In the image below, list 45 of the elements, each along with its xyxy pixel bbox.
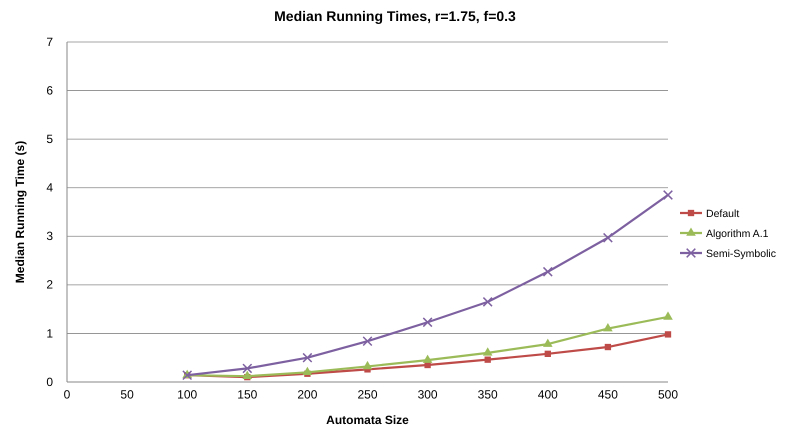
x-tick-label: 150 — [237, 388, 258, 402]
point — [544, 350, 551, 357]
point — [482, 296, 493, 307]
point — [482, 347, 493, 356]
x-tick-label: 50 — [120, 388, 134, 402]
point — [542, 338, 553, 347]
point — [604, 344, 612, 350]
point — [664, 331, 672, 338]
x-tick-label: 400 — [538, 388, 558, 402]
legend-label: Semi-Symbolic — [706, 248, 776, 260]
point — [542, 266, 553, 277]
point — [662, 190, 674, 200]
chart-title: Median Running Times, r=1.75, f=0.3 — [274, 8, 516, 24]
x-tick-label: 300 — [418, 388, 438, 402]
point — [302, 352, 312, 363]
y-tick-label: 5 — [46, 132, 54, 146]
point — [242, 363, 252, 374]
y-tick-label: 6 — [46, 83, 54, 98]
legend-label: Algorithm A.1 — [706, 228, 769, 240]
point — [422, 317, 433, 328]
x-tick-label: 100 — [177, 388, 198, 402]
x-tick-label: 500 — [658, 388, 678, 402]
point — [302, 366, 312, 376]
x-axis-title: Automata Size — [326, 413, 410, 427]
y-tick-label: 0 — [46, 374, 54, 389]
y-tick-label: 4 — [46, 180, 54, 195]
y-tick-label: 2 — [46, 278, 54, 292]
point — [242, 370, 252, 379]
x-tick-label: 350 — [478, 388, 498, 402]
point — [484, 356, 491, 363]
y-tick-label: 7 — [46, 34, 54, 49]
x-tick-label: 450 — [598, 388, 618, 402]
point — [362, 336, 373, 346]
x-tick-label: 200 — [297, 388, 318, 402]
point — [362, 360, 372, 370]
y-tick-label: 3 — [46, 229, 54, 244]
legend-label: Default — [706, 208, 740, 220]
x-tick-label: 0 — [64, 388, 71, 402]
x-tick-label: 250 — [357, 388, 378, 402]
point — [422, 354, 432, 363]
point — [663, 311, 673, 320]
point — [603, 323, 613, 332]
y-axis-title: Median Running Time (s) — [13, 140, 27, 284]
y-tick-label: 1 — [46, 326, 54, 340]
point — [602, 232, 613, 243]
